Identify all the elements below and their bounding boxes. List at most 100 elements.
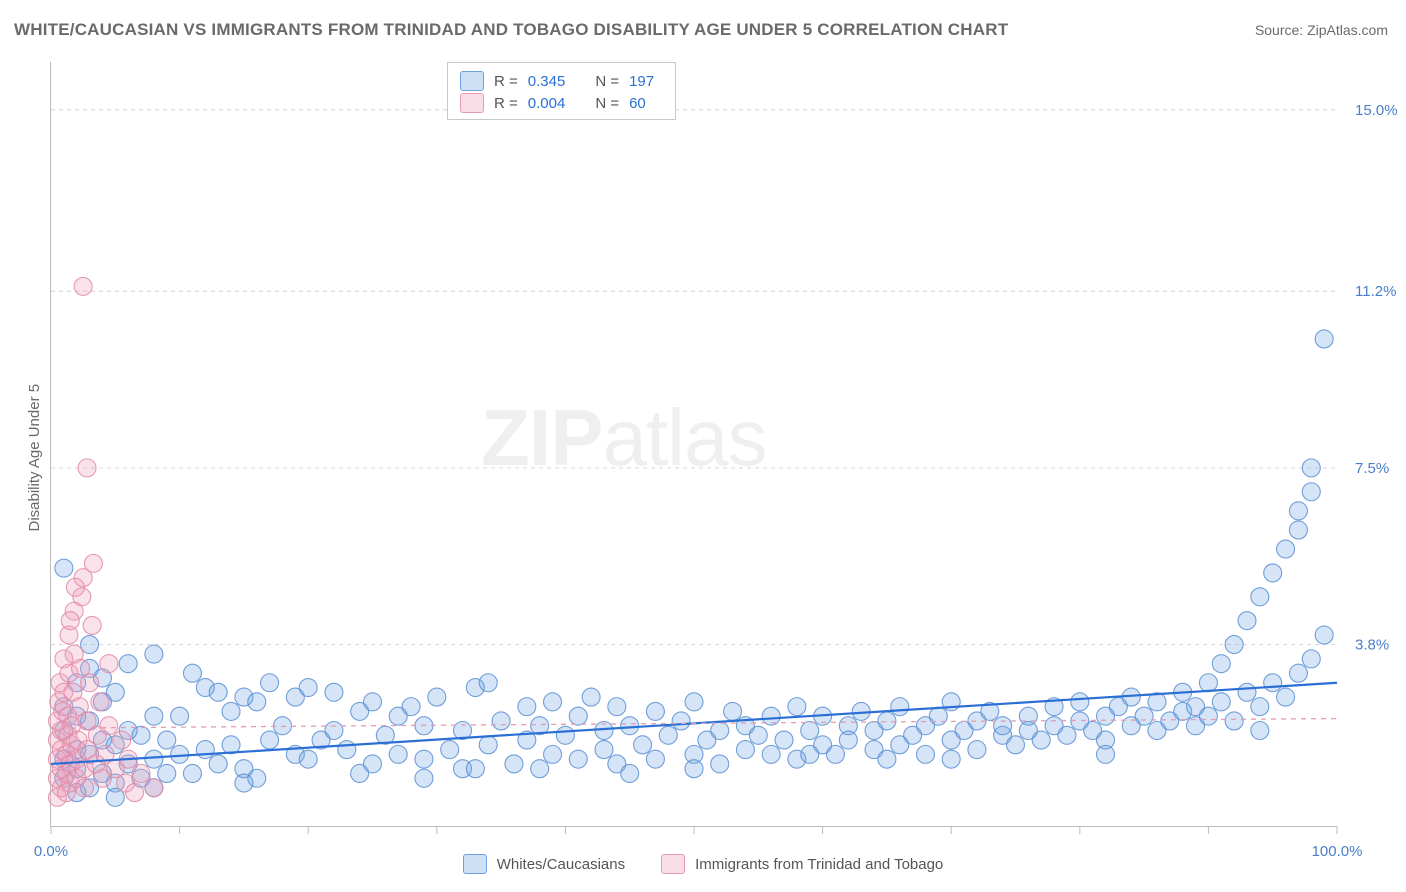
n-label: N = bbox=[595, 95, 619, 112]
data-point-whites bbox=[428, 688, 446, 706]
data-point-whites bbox=[145, 750, 163, 768]
data-point-whites bbox=[364, 693, 382, 711]
data-point-whites bbox=[132, 726, 150, 744]
n-value-pink: 60 bbox=[629, 95, 663, 112]
data-point-trinidad bbox=[61, 612, 79, 630]
data-point-whites bbox=[1225, 712, 1243, 730]
data-point-whites bbox=[1302, 650, 1320, 668]
data-point-trinidad bbox=[145, 779, 163, 797]
data-point-trinidad bbox=[91, 693, 109, 711]
data-point-whites bbox=[544, 693, 562, 711]
plot-area: 3.8%7.5%11.2%15.0%0.0%100.0% ZIPatlas bbox=[50, 62, 1337, 827]
data-point-whites bbox=[415, 769, 433, 787]
data-point-whites bbox=[878, 712, 896, 730]
data-point-whites bbox=[338, 741, 356, 759]
stats-row-blue: R = 0.345 N = 197 bbox=[460, 71, 663, 91]
data-point-whites bbox=[145, 645, 163, 663]
data-point-whites bbox=[685, 693, 703, 711]
data-point-whites bbox=[299, 750, 317, 768]
r-value-blue: 0.345 bbox=[528, 73, 566, 90]
data-point-whites bbox=[1315, 330, 1333, 348]
data-point-whites bbox=[608, 698, 626, 716]
data-point-whites bbox=[775, 731, 793, 749]
data-point-whites bbox=[801, 722, 819, 740]
data-point-whites bbox=[1264, 564, 1282, 582]
swatch-pink-icon bbox=[460, 93, 484, 113]
data-point-whites bbox=[441, 741, 459, 759]
data-point-trinidad bbox=[84, 554, 102, 572]
data-point-whites bbox=[1251, 588, 1269, 606]
data-point-whites bbox=[235, 774, 253, 792]
data-point-trinidad bbox=[132, 764, 150, 782]
data-point-whites bbox=[916, 745, 934, 763]
data-point-trinidad bbox=[83, 616, 101, 634]
data-point-whites bbox=[1212, 655, 1230, 673]
data-point-whites bbox=[582, 688, 600, 706]
data-point-whites bbox=[196, 741, 214, 759]
data-point-trinidad bbox=[75, 779, 93, 797]
data-point-whites bbox=[158, 731, 176, 749]
data-point-whites bbox=[711, 722, 729, 740]
data-point-whites bbox=[659, 726, 677, 744]
swatch-pink-icon bbox=[661, 854, 685, 874]
data-point-whites bbox=[1315, 626, 1333, 644]
data-point-whites bbox=[222, 702, 240, 720]
data-point-whites bbox=[595, 741, 613, 759]
y-tick-label: 3.8% bbox=[1355, 637, 1389, 654]
data-point-whites bbox=[621, 764, 639, 782]
y-axis-label: Disability Age Under 5 bbox=[26, 384, 43, 532]
data-point-whites bbox=[492, 712, 510, 730]
data-point-whites bbox=[531, 760, 549, 778]
data-point-trinidad bbox=[74, 277, 92, 295]
data-point-whites bbox=[711, 755, 729, 773]
data-point-whites bbox=[544, 745, 562, 763]
data-point-whites bbox=[1251, 722, 1269, 740]
data-point-whites bbox=[1071, 693, 1089, 711]
data-point-whites bbox=[402, 698, 420, 716]
data-point-whites bbox=[248, 693, 266, 711]
data-point-whites bbox=[466, 760, 484, 778]
data-point-whites bbox=[1225, 636, 1243, 654]
data-point-whites bbox=[1097, 745, 1115, 763]
data-point-whites bbox=[1289, 664, 1307, 682]
data-point-whites bbox=[119, 655, 137, 673]
data-point-whites bbox=[1289, 502, 1307, 520]
data-point-whites bbox=[415, 750, 433, 768]
data-point-whites bbox=[1199, 707, 1217, 725]
data-point-whites bbox=[646, 750, 664, 768]
data-point-whites bbox=[1058, 726, 1076, 744]
data-point-whites bbox=[479, 736, 497, 754]
data-point-whites bbox=[968, 741, 986, 759]
data-point-whites bbox=[1007, 736, 1025, 754]
data-point-whites bbox=[158, 764, 176, 782]
data-point-trinidad bbox=[113, 731, 131, 749]
stats-row-pink: R = 0.004 N = 60 bbox=[460, 93, 663, 113]
data-point-whites bbox=[1238, 683, 1256, 701]
data-point-whites bbox=[1238, 612, 1256, 630]
data-point-whites bbox=[106, 683, 124, 701]
stats-legend-box: R = 0.345 N = 197 R = 0.004 N = 60 bbox=[447, 62, 676, 120]
data-point-whites bbox=[1302, 459, 1320, 477]
data-point-whites bbox=[81, 636, 99, 654]
data-point-whites bbox=[183, 764, 201, 782]
data-point-whites bbox=[749, 726, 767, 744]
data-point-whites bbox=[942, 750, 960, 768]
data-point-trinidad bbox=[126, 784, 144, 802]
data-point-whites bbox=[762, 745, 780, 763]
data-point-whites bbox=[724, 702, 742, 720]
data-point-whites bbox=[145, 707, 163, 725]
legend-label-blue: Whites/Caucasians bbox=[497, 856, 625, 873]
data-point-trinidad bbox=[100, 717, 118, 735]
data-point-whites bbox=[389, 745, 407, 763]
data-point-whites bbox=[634, 736, 652, 754]
data-point-whites bbox=[1212, 693, 1230, 711]
data-point-whites bbox=[621, 717, 639, 735]
chart-container: WHITE/CAUCASIAN VS IMMIGRANTS FROM TRINI… bbox=[0, 0, 1406, 892]
data-point-whites bbox=[891, 698, 909, 716]
data-point-whites bbox=[929, 707, 947, 725]
n-value-blue: 197 bbox=[629, 73, 663, 90]
data-point-whites bbox=[556, 726, 574, 744]
data-point-whites bbox=[1032, 731, 1050, 749]
data-point-whites bbox=[351, 764, 369, 782]
data-point-whites bbox=[736, 741, 754, 759]
